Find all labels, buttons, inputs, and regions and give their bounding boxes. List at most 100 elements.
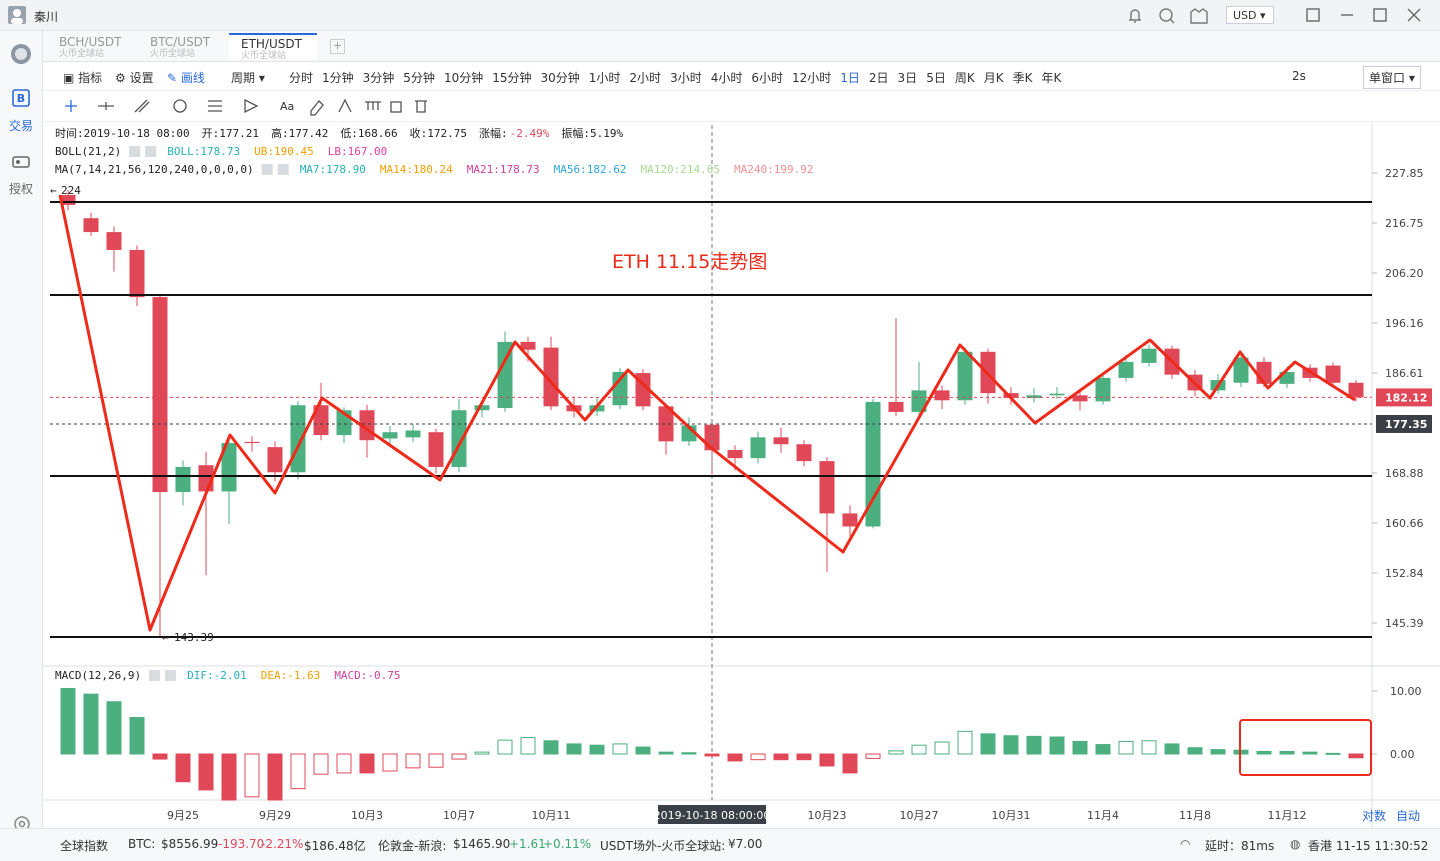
macd-bar — [980, 733, 996, 755]
x-tick-label: 9月29 — [259, 809, 291, 822]
candle-body — [1026, 395, 1042, 399]
sidebar-auth[interactable]: 授权 — [8, 182, 33, 196]
period-option[interactable]: 1分钟 — [322, 71, 354, 85]
refresh-interval[interactable]: 2s — [1292, 69, 1306, 83]
macd-bar — [428, 753, 444, 768]
period-option[interactable]: 5日 — [926, 71, 946, 85]
currency: USD — [1233, 9, 1257, 22]
high-marker: ← — [50, 184, 57, 197]
title-icons[interactable] — [1125, 6, 1215, 24]
macd-bar — [681, 752, 697, 755]
sidebar-trade[interactable]: 交易 — [8, 119, 33, 133]
legend-close[interactable] — [145, 146, 157, 157]
price-tag-label: 177.35 — [1385, 418, 1427, 431]
auth-icon[interactable] — [12, 153, 30, 171]
period-button[interactable]: 周期 ▾ — [231, 71, 265, 85]
period-option[interactable]: 分时 — [289, 71, 314, 85]
window-select[interactable]: 单窗口 ▾ — [1363, 66, 1421, 89]
title-bar: 秦川 USD ▾ — [0, 0, 1440, 31]
period-option[interactable]: 6小时 — [751, 71, 783, 85]
avatar[interactable] — [8, 6, 26, 24]
settings-button[interactable]: ⚙ 设置 — [115, 71, 154, 85]
candle-body — [658, 406, 674, 442]
period-option[interactable]: 2日 — [868, 71, 889, 85]
candle-body — [267, 447, 283, 473]
currency-select[interactable]: USD ▾ — [1226, 6, 1274, 24]
period-option[interactable]: 10分钟 — [443, 71, 484, 85]
period-option[interactable]: 12小时 — [791, 71, 832, 85]
candle-body — [382, 432, 398, 439]
period-option[interactable]: 4小时 — [710, 71, 743, 85]
low-label: 143.39 — [174, 631, 214, 644]
macd-bar — [290, 753, 306, 790]
legend-close[interactable] — [165, 670, 177, 681]
axis-button[interactable]: 对数 — [1362, 808, 1386, 823]
window-controls[interactable] — [1305, 7, 1430, 23]
legend-text: MA56:182.62 — [554, 163, 627, 176]
add-tab[interactable]: + — [330, 39, 345, 54]
macd-bar — [796, 753, 812, 761]
period-option[interactable]: 3分钟 — [362, 71, 395, 85]
legend-text: MA240:199.92 — [734, 163, 813, 176]
period-option[interactable]: 15分钟 — [492, 71, 532, 85]
candle-body — [1072, 395, 1088, 402]
candle-body — [543, 347, 559, 407]
draw-button[interactable]: ✎ 画线 — [167, 71, 205, 85]
period-option[interactable]: 3小时 — [670, 71, 702, 85]
period-label: 周期 — [231, 71, 256, 85]
period-option[interactable]: 5分钟 — [403, 71, 435, 85]
price-tag — [1376, 414, 1432, 433]
period-option[interactable]: 周K — [954, 71, 975, 85]
legend-eye[interactable] — [261, 164, 273, 175]
legend-eye[interactable] — [129, 146, 141, 157]
status-item: $8556.99 — [161, 837, 219, 851]
tab[interactable]: ETH/USDT 火币全球站 — [229, 33, 317, 61]
tab[interactable]: BTC/USDT 火币全球站 — [138, 33, 226, 59]
tab-pair: ETH/USDT — [241, 37, 302, 51]
y-tick-label: 0.00 — [1390, 748, 1415, 761]
y-tick-label: 160.66 — [1385, 517, 1424, 530]
macd-bar — [566, 743, 582, 755]
legend-text: -2.49% — [510, 127, 550, 140]
status-bar: 全球指数 BTC: $8556.99 -193.70 -2.21% $186.48亿 伦敦金… — [0, 828, 1440, 861]
legend-close[interactable] — [277, 164, 289, 175]
trend-annotation — [58, 194, 1356, 632]
macd-bar — [106, 701, 122, 755]
candle-body — [1049, 393, 1065, 396]
macd-bar — [865, 753, 881, 759]
candle-body — [106, 232, 122, 250]
candle-body — [152, 297, 168, 493]
text-tool[interactable]: Aa — [280, 100, 294, 113]
macd-bar — [198, 753, 214, 791]
tab[interactable]: BCH/USDT 火币全球站 — [47, 33, 135, 59]
candle-body — [888, 401, 904, 412]
period-option[interactable]: 1小时 — [588, 71, 621, 85]
period-option[interactable]: 3日 — [897, 71, 918, 85]
y-tick-label: 186.61 — [1385, 367, 1424, 380]
macd-bar — [451, 753, 467, 760]
candle-body — [1003, 393, 1019, 399]
trade-icon[interactable]: B — [12, 89, 30, 107]
period-option[interactable]: 月K — [983, 71, 1004, 85]
period-option[interactable]: 1日 — [840, 71, 860, 85]
candle-body — [313, 405, 329, 436]
legend-text: MA21:178.73 — [467, 163, 540, 176]
macd-bar — [313, 753, 329, 775]
axis-button[interactable]: 自动 — [1396, 809, 1420, 823]
macd-bar — [1164, 743, 1180, 755]
macd-bar — [1118, 740, 1134, 755]
tool-icons[interactable]: Aa — [43, 91, 463, 121]
candle-body — [934, 390, 950, 401]
legend-eye[interactable] — [149, 670, 161, 681]
macd-bar — [704, 753, 720, 757]
macd-bar — [405, 753, 421, 769]
indicator-button[interactable]: ▣ 指标 — [63, 71, 103, 85]
period-option[interactable]: 季K — [1012, 71, 1033, 85]
macd-bar — [520, 737, 536, 755]
period-option[interactable]: 30分钟 — [540, 71, 580, 85]
period-option[interactable]: 2小时 — [629, 71, 662, 85]
indicator-label: 指标 — [78, 71, 103, 85]
y-tick-label: 145.39 — [1385, 617, 1424, 630]
candle-body — [405, 430, 421, 438]
period-option[interactable]: 年K — [1041, 71, 1062, 85]
